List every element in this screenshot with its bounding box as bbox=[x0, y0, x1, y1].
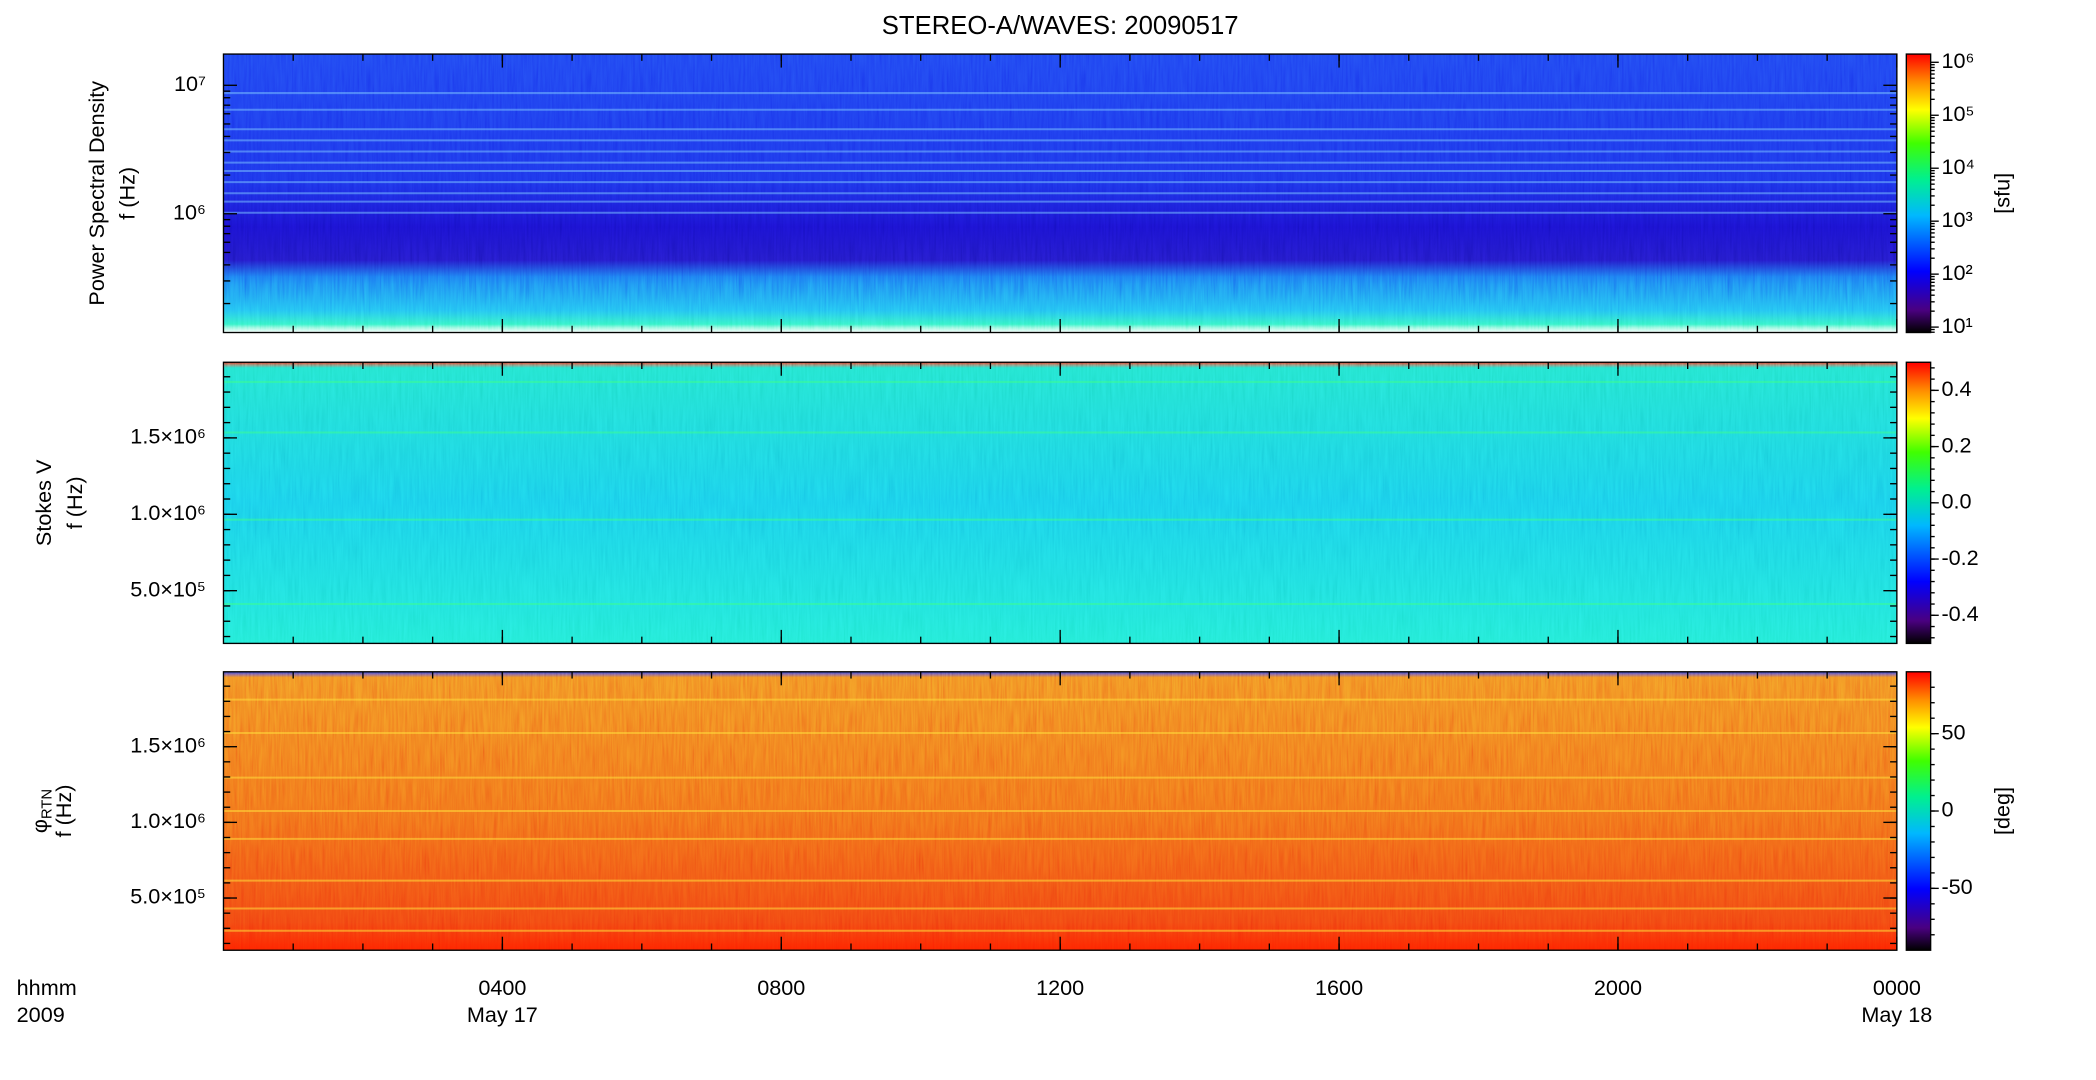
y-axis-label-subscript: RTN bbox=[40, 789, 56, 819]
y-tick-label: 1.0×10⁶ bbox=[130, 808, 206, 833]
colorbar-tick-label: -0.4 bbox=[1941, 601, 1978, 626]
colorbar-tick-label: -50 bbox=[1941, 874, 1972, 899]
y-axis-label: Stokes V bbox=[31, 459, 56, 546]
y-axis-label-text: φ bbox=[27, 819, 52, 833]
y-axis-label: φRTN bbox=[27, 789, 56, 833]
y-tick-label: 10⁶ bbox=[173, 199, 206, 224]
colorbar-tick-label: 50 bbox=[1941, 719, 1965, 744]
y-axis-label: f (Hz) bbox=[51, 785, 76, 838]
colorbar-tick-label: 0.0 bbox=[1941, 489, 1971, 514]
colorbar-tick-label: 0 bbox=[1941, 797, 1953, 822]
y-tick-label: 5.0×10⁵ bbox=[130, 884, 206, 909]
y-tick-label: 1.0×10⁶ bbox=[130, 500, 206, 525]
colorbar-tick-label: 10¹ bbox=[1941, 313, 1972, 338]
colorbar-tick-label: -0.2 bbox=[1941, 545, 1978, 570]
colorbar-tick-label: 10³ bbox=[1941, 207, 1972, 232]
colorbar-tick-label: 0.4 bbox=[1941, 376, 1971, 401]
y-tick-label: 1.5×10⁶ bbox=[130, 732, 206, 757]
x-tick-label: 1200 bbox=[1036, 975, 1084, 1000]
y-axis-label-text: Power Spectral Density bbox=[83, 81, 108, 306]
x-tick-label: 0400 bbox=[478, 975, 526, 1000]
chart-title: STEREO-A/WAVES: 20090517 bbox=[882, 12, 1239, 40]
colorbar bbox=[1905, 361, 1932, 645]
colorbar-tick-label: 10⁴ bbox=[1941, 154, 1974, 179]
colorbar bbox=[1905, 671, 1932, 951]
y-tick-label: 10⁷ bbox=[174, 71, 206, 96]
y-axis-label: f (Hz) bbox=[115, 167, 140, 220]
colorbar-label: [sfu] bbox=[1989, 173, 2014, 214]
colorbar-tick-label: 10² bbox=[1941, 260, 1972, 285]
colorbar bbox=[1905, 53, 1932, 334]
x-tick-label: 1600 bbox=[1315, 975, 1363, 1000]
x-tick-label: 0800 bbox=[757, 975, 805, 1000]
y-tick-label: 1.5×10⁶ bbox=[130, 424, 206, 449]
y-axis-label: f (Hz) bbox=[62, 476, 87, 529]
x-tick-label: 0000 bbox=[1873, 975, 1921, 1000]
y-axis-label-text: Stokes V bbox=[31, 459, 56, 546]
x-tick-label: 2000 bbox=[1594, 975, 1642, 1000]
colorbar-tick-label: 10⁵ bbox=[1941, 101, 1974, 126]
colorbar-tick-label: 10⁶ bbox=[1941, 48, 1974, 73]
y-axis-label: Power Spectral Density bbox=[83, 81, 108, 306]
colorbar-label: [deg] bbox=[1989, 787, 2014, 835]
spectrogram-texture bbox=[223, 362, 1897, 644]
date-label: May 18 bbox=[1861, 1002, 1932, 1027]
y-tick-label: 5.0×10⁵ bbox=[130, 576, 206, 601]
colorbar-tick-label: 0.2 bbox=[1941, 432, 1971, 457]
date-label: May 17 bbox=[467, 1002, 538, 1027]
x-row-label: 2009 bbox=[17, 1002, 65, 1027]
x-row-label: hhmm bbox=[17, 975, 77, 1000]
